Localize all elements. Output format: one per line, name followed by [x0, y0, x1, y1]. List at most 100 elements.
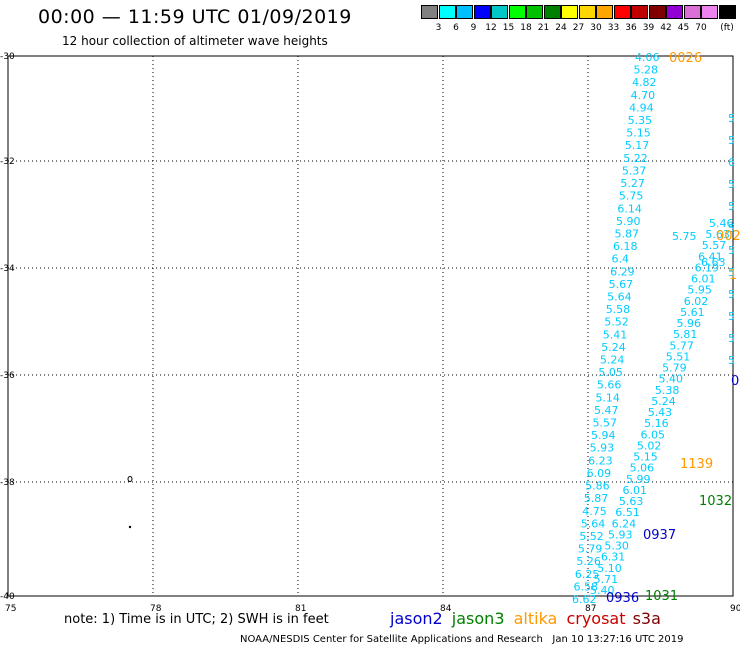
page-subtitle: 12 hour collection of altimeter wave hei… — [62, 34, 328, 48]
wave-height-value: 5.87 — [614, 227, 639, 240]
wave-height-value: 5 — [728, 178, 735, 191]
wave-height-value: 5.96 — [677, 317, 702, 330]
x-axis-label: 84 — [440, 604, 452, 614]
y-axis-label: -38 — [0, 478, 15, 488]
legend-swatch — [718, 5, 736, 19]
page-title: 00:00 — 11:59 UTC 01/09/2019 — [38, 6, 352, 28]
wave-height-value: 5.43 — [648, 406, 673, 419]
pass-time-label: 0936 — [606, 591, 639, 606]
pass-time-label: 002 — [716, 229, 740, 244]
wave-height-value: 5 — [728, 332, 735, 345]
wave-height-value: 6.24 — [612, 517, 637, 530]
wave-height-value: 6.02 — [684, 295, 709, 308]
wave-height-value: 5.63 — [705, 228, 730, 241]
pass-time-label: 1 — [729, 268, 737, 283]
wave-height-value: 5 — [728, 200, 735, 213]
wave-height-value: 5.57 — [702, 239, 727, 252]
legend-swatch — [491, 5, 508, 19]
wave-height-value: 6.14 — [617, 202, 642, 215]
wave-height-value: 5.99 — [626, 473, 651, 486]
y-axis-label: -32 — [0, 157, 15, 167]
wave-height-value: 5.02 — [637, 439, 662, 452]
legend-label: 6 — [453, 23, 459, 33]
wave-height-value: 5.77 — [669, 339, 694, 352]
wave-height-value: 5.58 — [606, 303, 631, 316]
legend-label: 18 — [520, 23, 532, 33]
legend-label: 24 — [555, 23, 567, 33]
legend-label: 9 — [470, 23, 477, 33]
wave-height-value: 5.14 — [595, 391, 620, 404]
wave-height-value: 6.62 — [572, 593, 597, 606]
legend-label: 33 — [607, 23, 620, 33]
legend-label: 27 — [572, 23, 585, 33]
wave-height-value: 5.46 — [709, 217, 734, 230]
wave-height-value: 5.57 — [593, 417, 618, 430]
wave-height-value: 5.63 — [619, 495, 644, 508]
wave-height-value: 5 — [728, 222, 735, 235]
wave-height-value: 5.64 — [607, 290, 632, 303]
x-axis-label: 90 — [730, 604, 740, 614]
y-axis-label: -40 — [0, 592, 15, 602]
y-axis-label: -30 — [0, 52, 15, 62]
legend-swatch — [613, 5, 631, 19]
wave-height-value: 5.47 — [594, 404, 619, 417]
wave-height-value: 5.61 — [680, 306, 705, 319]
satellite-jason2: jason2 — [390, 609, 443, 628]
note-text: note: 1) Time is in UTC; 2) SWH is in fe… — [64, 612, 329, 627]
wave-height-value: 5.52 — [579, 530, 604, 543]
pass-time-label: 0937 — [643, 528, 676, 543]
wave-height-value: 5 — [728, 134, 735, 147]
wave-height-value: 4.82 — [632, 76, 657, 89]
wave-height-value: 5.71 — [594, 573, 619, 586]
wave-height-value: 5.87 — [584, 492, 609, 505]
wave-height-value: 6.19 — [695, 261, 720, 274]
wave-height-value: 5 — [728, 310, 735, 323]
island-marker — [127, 476, 133, 482]
wave-height-value: 5.27 — [620, 177, 645, 190]
wave-height-value: 5.35 — [628, 114, 653, 127]
wave-height-value: 6.18 — [613, 240, 638, 253]
wave-height-value: 5.93 — [608, 528, 633, 541]
wave-height-value: 4.75 — [582, 505, 607, 518]
wave-height-value: 5.22 — [623, 152, 648, 165]
wave-height-value: 6.23 — [588, 454, 613, 467]
wave-height-value: 5 — [728, 244, 735, 257]
wave-height-value: 5.24 — [651, 395, 676, 408]
wave-height-value: 5.15 — [626, 127, 651, 140]
wave-height-value: 5.38 — [655, 384, 680, 397]
wave-height-value: 5.94 — [591, 429, 616, 442]
legend-swatch — [473, 5, 491, 19]
wave-height-value: 5.66 — [597, 379, 622, 392]
wave-height-value: 5 — [728, 266, 735, 279]
wave-height-value: 5.93 — [590, 442, 615, 455]
wave-height-value: 5.10 — [597, 562, 622, 575]
legend-label: 70 — [695, 23, 707, 33]
legend-label: 36 — [625, 23, 637, 33]
wave-height-value: 4.70 — [631, 89, 656, 102]
legend-label: 30 — [590, 23, 602, 33]
wave-height-value: 4.06 — [635, 51, 660, 64]
map-frame — [7, 55, 734, 597]
wave-height-value: 5.64 — [581, 517, 606, 530]
legend-swatch — [543, 5, 561, 19]
pass-time-label: 1031 — [645, 589, 678, 604]
wave-height-value: 5.40 — [659, 373, 684, 386]
legend-label: 3 — [435, 23, 442, 33]
wave-height-value: 5.28 — [634, 64, 659, 77]
pass-time-label: 1032 — [699, 494, 732, 509]
wave-height-value: 6.63 — [701, 256, 726, 269]
legend-swatch — [456, 5, 473, 19]
legend-unit: (ft) — [720, 23, 734, 33]
wave-height-value: 5.40 — [590, 584, 615, 597]
wave-height-value: 5.17 — [625, 139, 650, 152]
wave-height-value: 5.79 — [578, 543, 603, 556]
wave-height-value: 6.25 — [575, 568, 600, 581]
legend-swatch — [508, 5, 526, 19]
pass-time-label: 0026 — [669, 51, 702, 66]
legend-label: 15 — [502, 23, 515, 33]
wave-height-value: 5 — [728, 354, 735, 367]
wave-height-value: 5.30 — [604, 540, 629, 553]
wave-height-value: 5.51 — [666, 350, 691, 363]
wave-height-value: 5.95 — [687, 284, 712, 297]
